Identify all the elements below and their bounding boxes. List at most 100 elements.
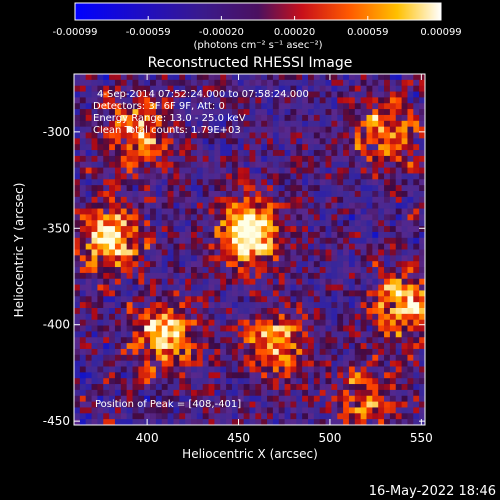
heatmap-cell: [196, 144, 204, 151]
heatmap-cell: [173, 337, 180, 344]
heatmap-cell: [173, 267, 180, 274]
heatmap-cell: [302, 296, 309, 303]
heatmap-cell: [372, 79, 379, 87]
heatmap-cell: [79, 243, 87, 250]
heatmap-cell: [319, 237, 326, 245]
heatmap-cell: [343, 114, 350, 122]
heatmap-cell: [132, 91, 139, 98]
heatmap-cell: [384, 325, 391, 332]
heatmap-cell: [79, 331, 87, 338]
heatmap-cell: [372, 401, 379, 408]
heatmap-cell: [91, 196, 98, 204]
heatmap-cell: [150, 331, 157, 338]
heatmap-cell: [74, 272, 81, 280]
heatmap-cell: [284, 366, 291, 373]
heatmap-cell: [378, 267, 385, 274]
heatmap-cell: [325, 296, 332, 303]
heatmap-cell: [366, 325, 373, 332]
heatmap-cell: [91, 144, 98, 151]
heatmap-cell: [120, 150, 128, 157]
heatmap-cell: [407, 167, 414, 174]
heatmap-cell: [202, 173, 209, 180]
heatmap-cell: [366, 120, 373, 128]
heatmap-cell: [144, 302, 151, 309]
heatmap-cell: [413, 237, 420, 245]
heatmap-cell: [161, 144, 168, 151]
heatmap-cell: [103, 79, 110, 87]
heatmap-cell: [150, 185, 157, 192]
heatmap-cell: [114, 196, 122, 204]
heatmap-cell: [150, 249, 157, 256]
heatmap-cell: [126, 366, 133, 373]
heatmap-cell: [179, 103, 186, 110]
heatmap-cell: [384, 302, 391, 309]
heatmap-cell: [179, 150, 186, 157]
heatmap-cell: [202, 120, 209, 128]
heatmap-cell: [290, 231, 297, 239]
heatmap-cell: [214, 120, 221, 128]
heatmap-cell: [191, 313, 198, 321]
heatmap-cell: [150, 173, 157, 180]
heatmap-cell: [389, 255, 397, 262]
heatmap-cell: [360, 331, 367, 338]
peak-position-label: Position of Peak = [408,-401]: [95, 399, 241, 410]
heatmap-cell: [226, 331, 233, 338]
heatmap-cell: [138, 126, 145, 133]
heatmap-cell: [272, 109, 280, 116]
heatmap-cell: [272, 354, 280, 362]
heatmap-cell: [296, 144, 303, 151]
heatmap-cell: [179, 185, 186, 192]
heatmap-cell: [132, 308, 139, 315]
heatmap-cell: [389, 144, 397, 151]
heatmap-cell: [97, 167, 104, 174]
heatmap-cell: [284, 114, 291, 122]
heatmap-cell: [284, 419, 291, 425]
heatmap-cell: [267, 173, 274, 180]
heatmap-cell: [103, 91, 110, 98]
heatmap-cell: [114, 126, 122, 133]
heatmap-cell: [97, 237, 104, 245]
heatmap-cell: [272, 214, 280, 221]
heatmap-cell: [255, 196, 262, 204]
heatmap-cell: [196, 267, 204, 274]
heatmap-cell: [372, 231, 379, 239]
heatmap-cell: [384, 372, 391, 379]
heatmap-cell: [384, 226, 391, 233]
heatmap-cell: [401, 91, 408, 98]
heatmap-cell: [226, 302, 233, 309]
heatmap-cell: [173, 331, 180, 338]
heatmap-cell: [173, 313, 180, 321]
heatmap-cell: [319, 319, 326, 326]
heatmap-cell: [384, 202, 391, 209]
heatmap-cell: [331, 144, 338, 151]
heatmap-cell: [348, 325, 356, 332]
heatmap-cell: [255, 161, 262, 168]
heatmap-cell: [331, 161, 338, 168]
heatmap-cell: [167, 255, 174, 262]
heatmap-cell: [272, 261, 280, 268]
heatmap-cell: [138, 313, 145, 321]
heatmap-cell: [249, 395, 256, 402]
heatmap-cell: [126, 214, 133, 221]
heatmap-cell: [343, 384, 350, 391]
heatmap-cell: [103, 226, 110, 233]
heatmap-cell: [79, 91, 87, 98]
heatmap-cell: [120, 231, 128, 239]
heatmap-cell: [401, 144, 408, 151]
heatmap-cell: [255, 272, 262, 280]
heatmap-cell: [348, 161, 356, 168]
heatmap-cell: [85, 360, 92, 367]
heatmap-cell: [126, 331, 133, 338]
heatmap-cell: [196, 185, 204, 192]
heatmap-cell: [231, 325, 239, 332]
heatmap-cell: [202, 150, 209, 157]
heatmap-cell: [348, 255, 356, 262]
heatmap-cell: [161, 103, 168, 110]
heatmap-cell: [313, 419, 321, 425]
heatmap-cell: [74, 308, 81, 315]
heatmap-cell: [395, 296, 402, 303]
heatmap-cell: [278, 74, 285, 81]
heatmap-cell: [85, 384, 92, 391]
heatmap-cell: [419, 384, 425, 391]
heatmap-cell: [109, 155, 116, 163]
